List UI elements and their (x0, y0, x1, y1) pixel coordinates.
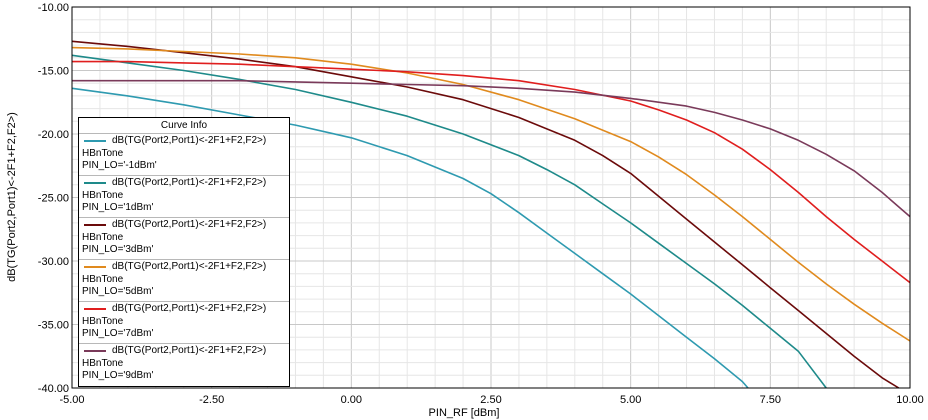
grid (71, 6, 911, 389)
tick-labels: -5.00 -2.50 0.00 2.50 5.00 7.50 10.00 -10.00 -15… (38, 2, 924, 406)
x-tick-label: 2.50 (480, 394, 501, 406)
legend-entry[interactable]: dB(TG(Port2,Port1)<-2F1+F2,F2>) HBnTone PI… (79, 218, 289, 260)
legend-setup: HBnTone (82, 147, 124, 159)
y-tick-label: -40.00 (38, 383, 69, 395)
legend-entry[interactable]: dB(TG(Port2,Port1)<-2F1+F2,F2>) HBnTone PI… (79, 302, 289, 344)
legend-entries: dB(TG(Port2,Port1)<-2F1+F2,F2>) HBnTone PI… (79, 134, 289, 386)
x-tick-label: 10.00 (896, 394, 924, 406)
y-tick-label: -20.00 (38, 129, 69, 141)
legend-expression: dB(TG(Port2,Port1)<-2F1+F2,F2>) (112, 303, 267, 314)
x-tick-label: 7.50 (760, 394, 781, 406)
y-tick-label: -25.00 (38, 193, 69, 205)
legend-swatch (84, 266, 106, 269)
x-tick-label: 5.00 (620, 394, 641, 406)
legend-entry[interactable]: dB(TG(Port2,Port1)<-2F1+F2,F2>) HBnTone PI… (79, 344, 289, 386)
legend-expression-row: dB(TG(Port2,Port1)<-2F1+F2,F2>) (82, 219, 289, 232)
legend-setup: HBnTone (82, 189, 124, 201)
legend-expression-row: dB(TG(Port2,Port1)<-2F1+F2,F2>) (82, 303, 289, 316)
legend-expression-row: dB(TG(Port2,Port1)<-2F1+F2,F2>) (82, 177, 289, 190)
legend-param: PIN_LO='3dBm' (82, 244, 154, 255)
legend-expression: dB(TG(Port2,Port1)<-2F1+F2,F2>) (112, 345, 267, 356)
y-axis-title: dB(TG(Port2,Port1)<-2F1+F2,F2>) (6, 112, 18, 282)
legend-param: PIN_LO='7dBm' (82, 328, 154, 339)
legend-expression: dB(TG(Port2,Port1)<-2F1+F2,F2>) (112, 177, 267, 188)
legend-swatch (84, 140, 106, 143)
y-tick-label: -35.00 (38, 320, 69, 332)
legend-expression-row: dB(TG(Port2,Port1)<-2F1+F2,F2>) (82, 135, 289, 148)
legend-swatch (84, 224, 106, 227)
x-tick-label: -2.50 (199, 394, 224, 406)
legend-expression: dB(TG(Port2,Port1)<-2F1+F2,F2>) (112, 261, 267, 272)
series-line-5 (72, 60, 911, 284)
legend-setup: HBnTone (82, 231, 124, 243)
legend-entry[interactable]: dB(TG(Port2,Port1)<-2F1+F2,F2>) HBnTone PI… (79, 260, 289, 302)
legend-param: PIN_LO='9dBm' (82, 370, 154, 381)
legend-param: PIN_LO='-1dBm' (82, 160, 157, 171)
y-tick-label: -10.00 (38, 2, 69, 14)
legend-setup: HBnTone (82, 273, 124, 285)
x-tick-label: 0.00 (341, 394, 362, 406)
legend-expression-row: dB(TG(Port2,Port1)<-2F1+F2,F2>) (82, 345, 289, 358)
legend-entry[interactable]: dB(TG(Port2,Port1)<-2F1+F2,F2>) HBnTone PI… (79, 134, 289, 176)
x-tick-label: -5.00 (59, 394, 84, 406)
legend-swatch (84, 182, 106, 185)
legend-expression: dB(TG(Port2,Port1)<-2F1+F2,F2>) (112, 219, 267, 230)
series-line-3 (71, 40, 900, 389)
legend-setup: HBnTone (82, 315, 124, 327)
legend-swatch (84, 308, 106, 311)
y-tick-label: -30.00 (38, 256, 69, 268)
plot-frame (71, 6, 911, 389)
y-tick-label: -15.00 (38, 66, 69, 78)
series-line-6 (72, 79, 911, 218)
legend-entry[interactable]: dB(TG(Port2,Port1)<-2F1+F2,F2>) HBnTone PI… (79, 176, 289, 218)
curve-info-legend[interactable]: Curve Info dB(TG(Port2,Port1)<-2F1+F2,F2… (78, 117, 290, 387)
legend-param: PIN_LO='1dBm' (82, 202, 154, 213)
legend-setup: HBnTone (82, 357, 124, 369)
legend-expression: dB(TG(Port2,Port1)<-2F1+F2,F2>) (112, 135, 267, 146)
legend-swatch (84, 350, 106, 353)
series-line-4 (71, 46, 911, 342)
legend-param: PIN_LO='5dBm' (82, 286, 154, 297)
legend-title: Curve Info (79, 118, 289, 134)
x-axis-title: PIN_RF [dBm] (429, 407, 500, 419)
series-line-1 (71, 87, 749, 389)
series-group (71, 40, 911, 389)
legend-expression-row: dB(TG(Port2,Port1)<-2F1+F2,F2>) (82, 261, 289, 274)
